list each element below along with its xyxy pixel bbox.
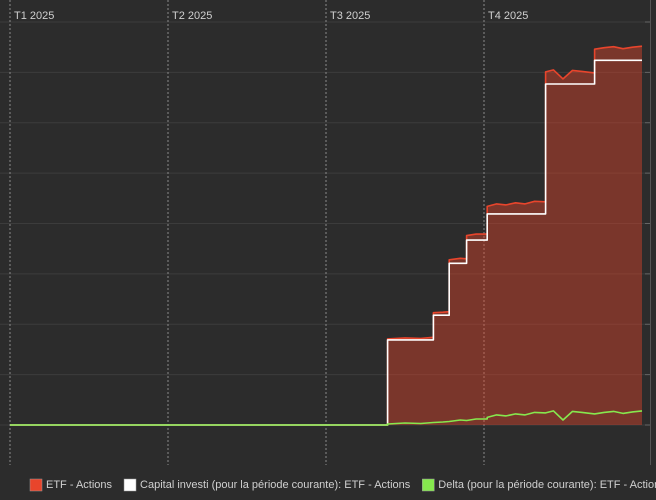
x-tick-label: T2 2025 [172,10,212,22]
area [10,46,642,425]
legend-label: Capital investi (pour la période courant… [140,479,411,491]
x-tick-label: T3 2025 [330,10,370,22]
legend-swatch [422,478,435,492]
x-tick-label: T1 2025 [14,10,54,22]
legend-label: Delta (pour la période courante): ETF - … [438,479,656,491]
legend-swatch [29,478,43,492]
x-tick-label: T4 2025 [488,10,528,22]
legend-swatch [123,478,137,492]
line [10,59,642,426]
legend-label: ETF - Actions [46,479,113,491]
line [10,410,643,426]
